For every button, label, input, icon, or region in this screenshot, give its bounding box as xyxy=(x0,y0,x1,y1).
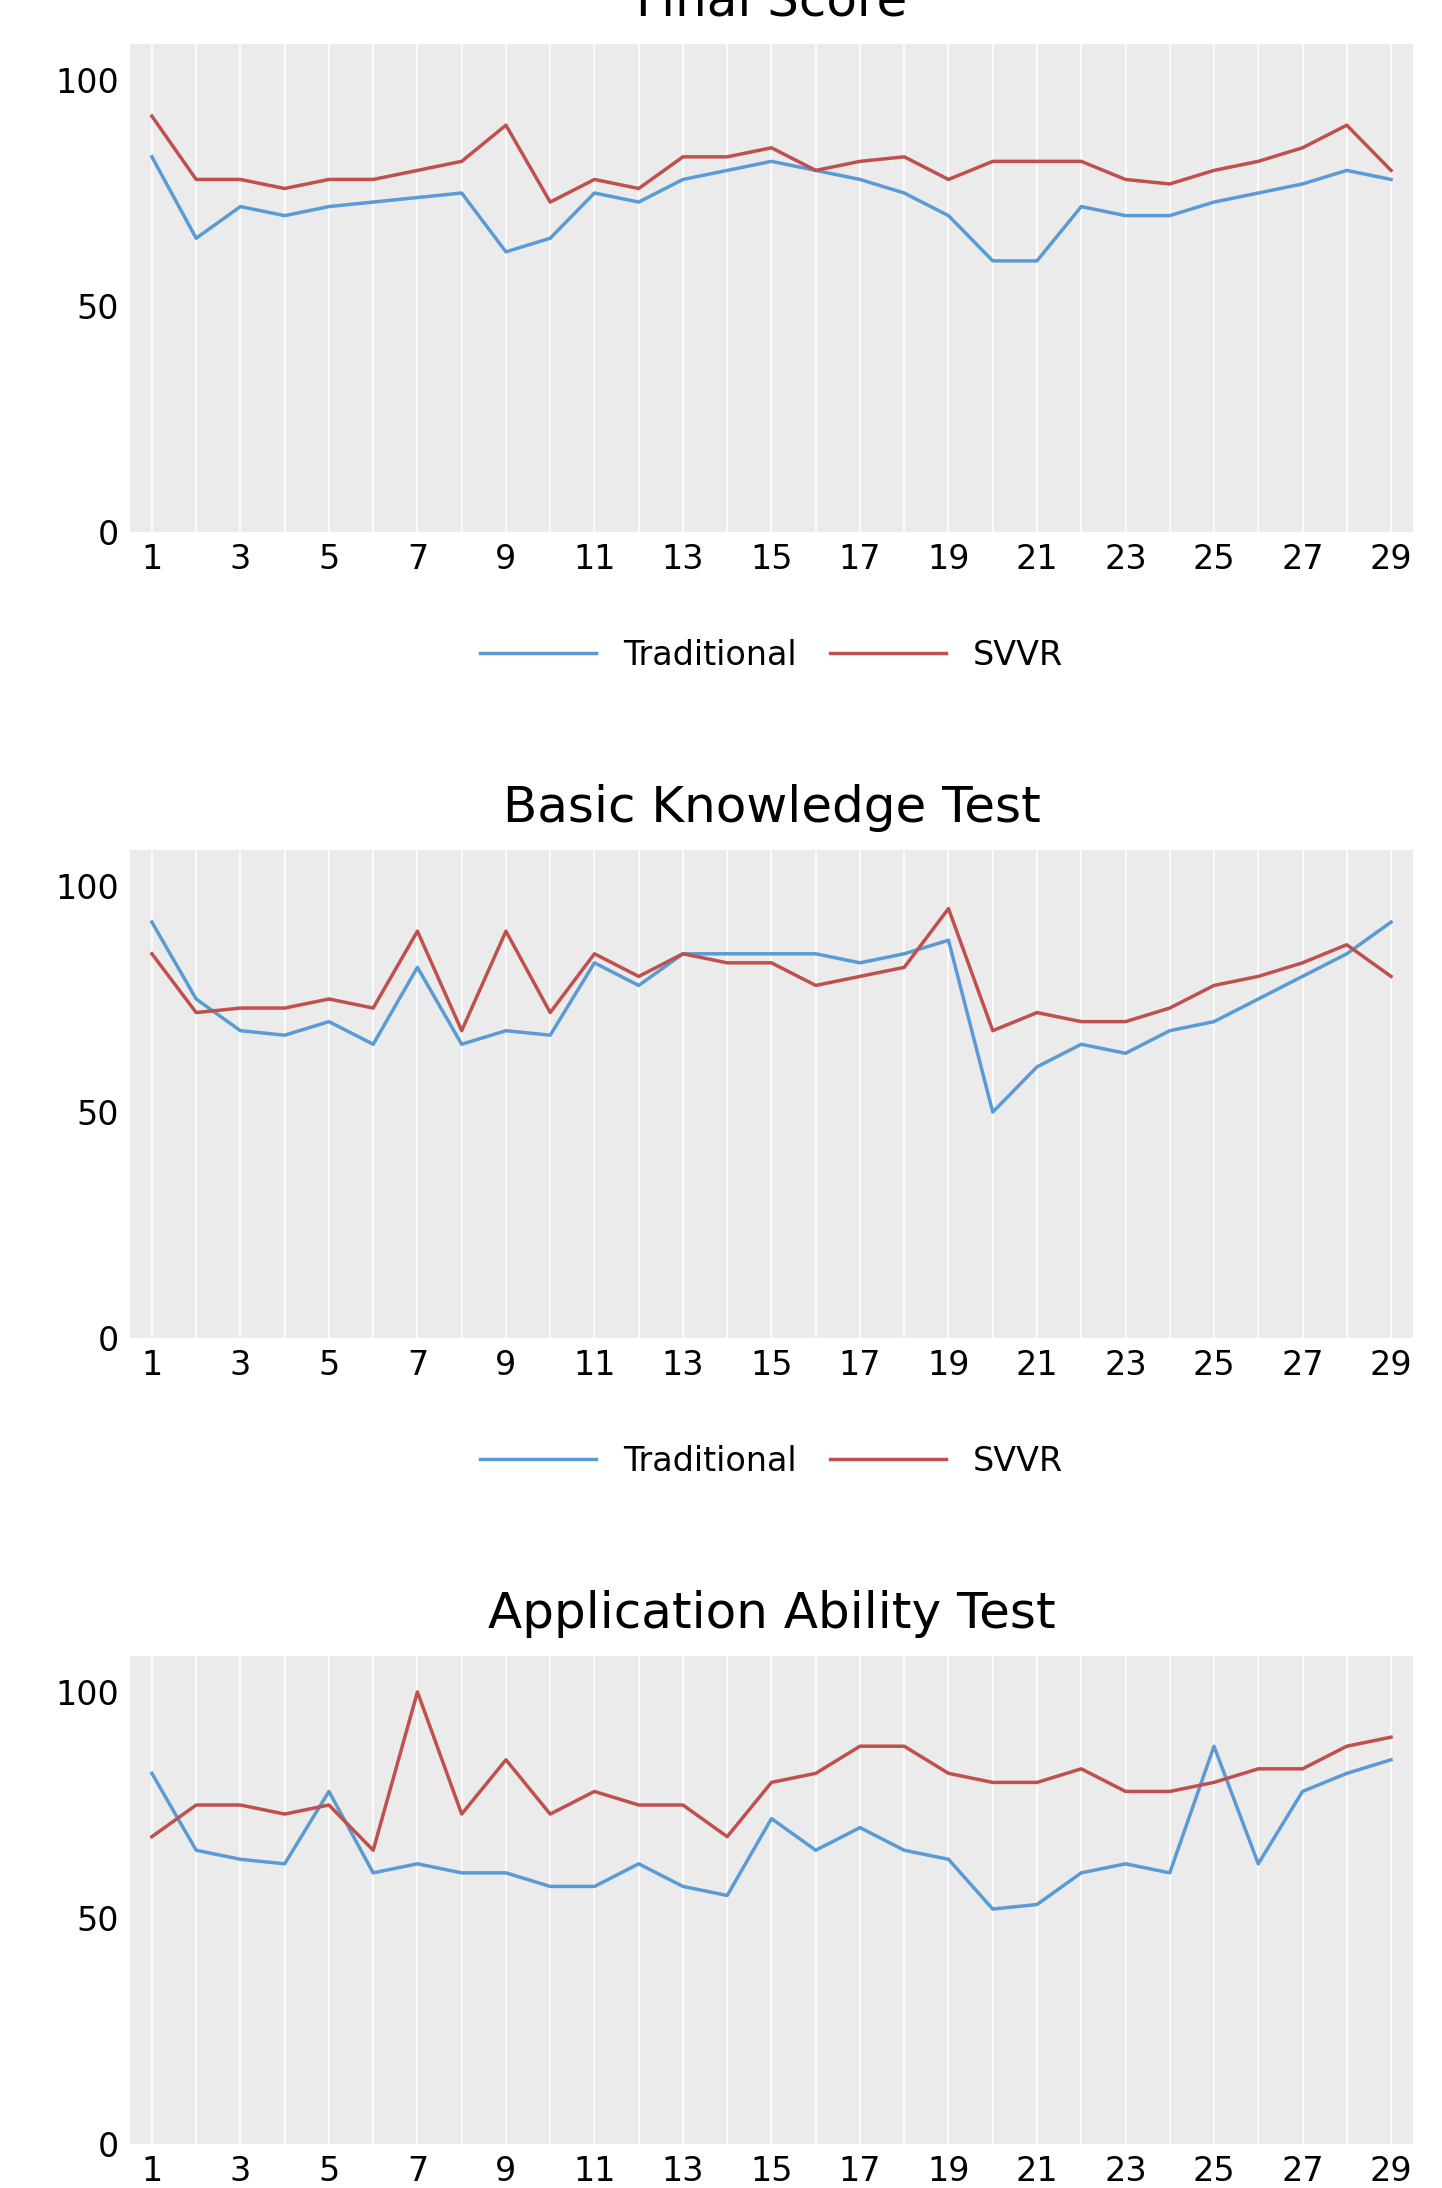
Title: Final Score: Final Score xyxy=(636,0,907,26)
Legend: Traditional, SVVR: Traditional, SVVR xyxy=(480,639,1063,672)
Title: Basic Knowledge Test: Basic Knowledge Test xyxy=(502,783,1041,831)
Legend: Traditional, SVVR: Traditional, SVVR xyxy=(480,1444,1063,1477)
Title: Application Ability Test: Application Ability Test xyxy=(487,1591,1056,1639)
